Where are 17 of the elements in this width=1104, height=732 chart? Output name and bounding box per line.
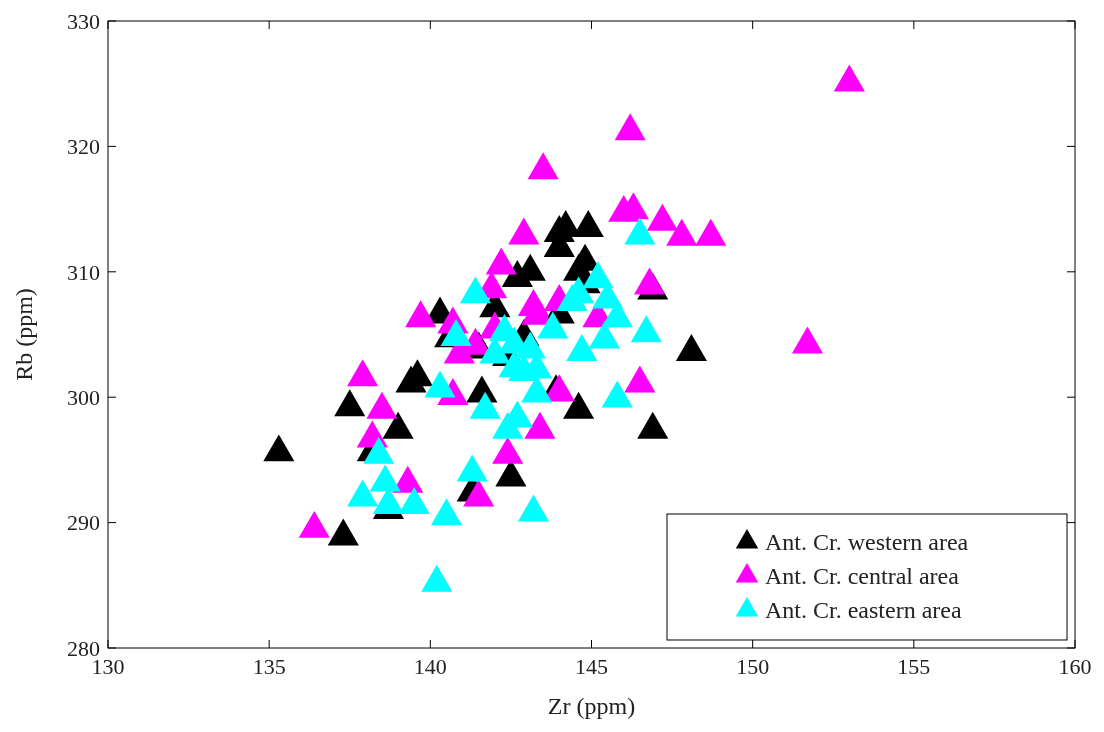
x-tick-label: 140 xyxy=(413,654,447,679)
y-tick-label: 330 xyxy=(67,8,100,34)
legend-label: Ant. Cr. western area xyxy=(765,529,969,556)
y-tick-label: 310 xyxy=(67,259,100,285)
legend-label: Ant. Cr. eastern area xyxy=(765,597,962,624)
y-tick-label: 320 xyxy=(67,134,100,160)
x-tick-label: 145 xyxy=(575,654,608,679)
x-tick-label: 155 xyxy=(897,654,931,679)
x-tick-label: 150 xyxy=(736,654,770,679)
x-tick-label: 135 xyxy=(252,654,286,679)
legend-label: Ant. Cr. central area xyxy=(765,563,960,590)
x-axis-title: Zr (ppm) xyxy=(547,693,636,719)
y-tick-label: 300 xyxy=(67,384,100,410)
y-tick-label: 290 xyxy=(67,510,100,536)
x-tick-label: 160 xyxy=(1058,654,1092,679)
y-tick-label: 280 xyxy=(67,635,100,661)
y-axis-title: Rb (ppm) xyxy=(11,288,37,381)
